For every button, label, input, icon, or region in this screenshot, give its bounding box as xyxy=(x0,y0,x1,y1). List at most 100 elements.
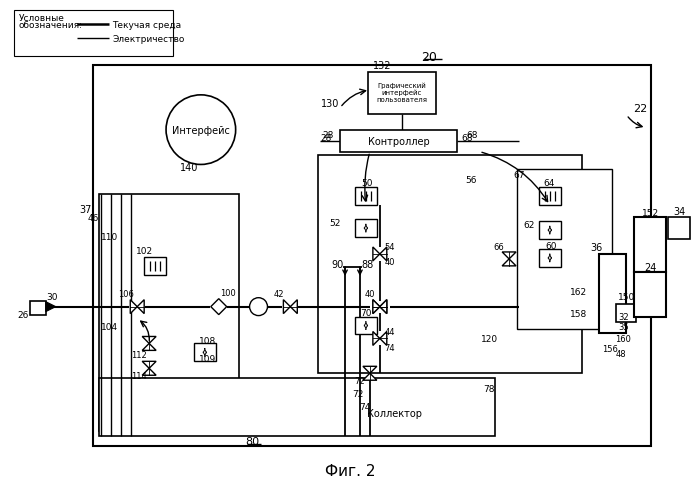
Text: 24: 24 xyxy=(644,263,657,272)
Text: 150: 150 xyxy=(618,293,635,302)
Text: 114: 114 xyxy=(132,371,147,380)
Text: Фиг. 2: Фиг. 2 xyxy=(325,463,375,478)
Bar xyxy=(30,301,46,315)
Text: 68: 68 xyxy=(461,134,473,143)
Text: 32: 32 xyxy=(618,312,629,322)
Polygon shape xyxy=(363,373,377,381)
Text: 44: 44 xyxy=(384,327,395,336)
Circle shape xyxy=(250,298,267,316)
Polygon shape xyxy=(380,300,387,314)
Text: 64: 64 xyxy=(543,179,554,187)
Text: 68: 68 xyxy=(467,131,478,140)
Text: 20: 20 xyxy=(421,50,438,63)
Text: 36: 36 xyxy=(591,243,603,252)
Text: 120: 120 xyxy=(481,334,498,343)
Text: 90: 90 xyxy=(331,259,343,269)
Text: 80: 80 xyxy=(246,436,260,446)
Bar xyxy=(634,218,666,272)
Text: 40: 40 xyxy=(365,289,375,299)
Polygon shape xyxy=(373,332,380,346)
Text: 62: 62 xyxy=(524,220,535,229)
Bar xyxy=(355,317,377,335)
Text: 60: 60 xyxy=(545,242,557,251)
Bar xyxy=(355,188,377,206)
Polygon shape xyxy=(130,300,137,314)
Polygon shape xyxy=(502,252,516,260)
Text: Условные: Условные xyxy=(19,14,65,23)
Polygon shape xyxy=(211,299,227,315)
Text: 88: 88 xyxy=(362,259,374,269)
Bar xyxy=(355,220,377,238)
Polygon shape xyxy=(137,300,144,314)
Text: 34: 34 xyxy=(673,207,685,217)
Polygon shape xyxy=(363,366,377,373)
Text: 72: 72 xyxy=(355,376,365,385)
Text: 102: 102 xyxy=(136,247,153,256)
Text: 30: 30 xyxy=(46,293,57,302)
Polygon shape xyxy=(284,300,290,314)
Text: 28: 28 xyxy=(321,134,332,143)
Text: 67: 67 xyxy=(513,170,525,180)
Text: 108: 108 xyxy=(199,336,216,345)
Text: 74: 74 xyxy=(384,343,395,352)
Text: 110: 110 xyxy=(101,232,118,241)
Text: 72: 72 xyxy=(352,389,363,398)
Text: 48: 48 xyxy=(615,349,626,358)
Bar xyxy=(340,130,457,152)
Text: 50: 50 xyxy=(361,179,372,187)
Bar xyxy=(318,155,582,373)
Text: 160: 160 xyxy=(615,334,631,343)
Polygon shape xyxy=(380,247,387,262)
Text: 112: 112 xyxy=(132,350,147,359)
Bar xyxy=(99,379,495,436)
Polygon shape xyxy=(380,332,387,346)
Text: Текучая среда: Текучая среда xyxy=(113,20,181,30)
Text: Электричество: Электричество xyxy=(113,35,185,43)
Text: 37: 37 xyxy=(79,205,92,215)
Text: Интерфейс: Интерфейс xyxy=(172,125,230,135)
Bar xyxy=(539,222,561,240)
Bar xyxy=(634,272,666,317)
Text: 162: 162 xyxy=(570,287,587,297)
Polygon shape xyxy=(373,247,380,262)
Text: 78: 78 xyxy=(484,384,495,393)
Bar xyxy=(617,304,636,322)
Bar xyxy=(668,218,690,240)
Bar xyxy=(368,73,435,115)
Text: 46: 46 xyxy=(88,213,99,222)
Polygon shape xyxy=(290,300,298,314)
Text: 52: 52 xyxy=(330,218,341,227)
Text: 156: 156 xyxy=(603,344,618,353)
Text: 22: 22 xyxy=(634,103,648,114)
Bar xyxy=(598,254,626,334)
Polygon shape xyxy=(373,300,380,314)
Text: Коллектор: Коллектор xyxy=(368,408,422,418)
Text: 70: 70 xyxy=(360,308,372,318)
Polygon shape xyxy=(502,260,516,266)
Bar xyxy=(539,249,561,267)
Text: обозначения:: обозначения: xyxy=(19,21,83,30)
Polygon shape xyxy=(142,362,156,368)
Text: 66: 66 xyxy=(494,243,505,252)
Bar xyxy=(14,11,173,57)
Text: Графический
интерфейс
пользователя: Графический интерфейс пользователя xyxy=(376,82,427,103)
Text: 74: 74 xyxy=(359,402,370,411)
Bar xyxy=(194,344,216,362)
Text: 104: 104 xyxy=(102,323,118,331)
Text: 56: 56 xyxy=(466,176,477,184)
Text: 152: 152 xyxy=(642,208,659,217)
Polygon shape xyxy=(373,300,380,314)
Polygon shape xyxy=(380,300,387,314)
Text: 40: 40 xyxy=(384,258,395,267)
Text: 35: 35 xyxy=(618,323,629,331)
Polygon shape xyxy=(142,344,156,351)
Text: 109: 109 xyxy=(199,354,216,363)
Bar xyxy=(539,188,561,206)
Polygon shape xyxy=(46,302,56,312)
Bar xyxy=(94,66,651,446)
Bar xyxy=(144,257,166,275)
Text: 140: 140 xyxy=(180,163,198,173)
Bar xyxy=(517,170,612,329)
Circle shape xyxy=(166,96,236,165)
Text: 132: 132 xyxy=(372,61,391,71)
